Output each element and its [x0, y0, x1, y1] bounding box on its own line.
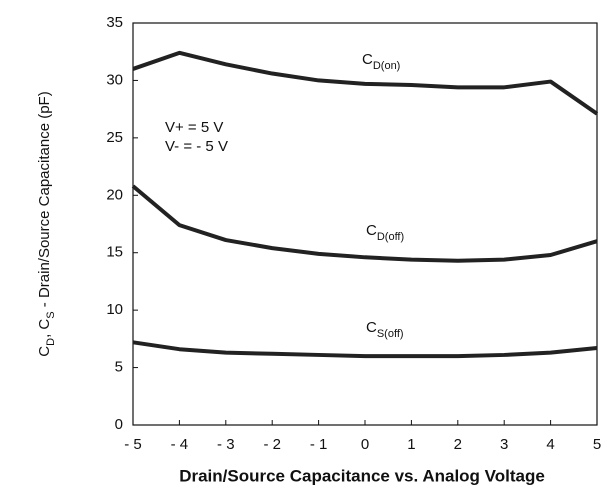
- series-line: [131, 184, 598, 263]
- y-tick-label: 15: [106, 244, 123, 261]
- series-label-name: C: [366, 319, 377, 336]
- series-label-sub: D(off): [377, 231, 404, 243]
- annotation: V+ = 5 V: [165, 119, 223, 136]
- x-tick-label: 1: [407, 436, 415, 453]
- y-tick-label: 20: [106, 186, 123, 203]
- x-tick-label: 3: [500, 436, 508, 453]
- x-tick-label: - 5: [124, 436, 142, 453]
- y-tick-label: 5: [115, 359, 123, 376]
- y-axis-label-part: C: [36, 346, 53, 357]
- series-label-name: C: [366, 222, 377, 239]
- y-axis-label-part: S: [45, 311, 57, 318]
- y-axis-label-part: D: [45, 338, 57, 346]
- chart-title: Drain/Source Capacitance vs. Analog Volt…: [179, 466, 545, 485]
- x-tick-label: 4: [546, 436, 554, 453]
- series-label: CD(off): [366, 222, 404, 243]
- x-tick-label: 2: [454, 436, 462, 453]
- y-axis-label-part: - Drain/Source Capacitance (pF): [36, 91, 53, 311]
- y-tick-label: 25: [106, 129, 123, 146]
- x-tick-label: - 2: [263, 436, 281, 453]
- series-label: CS(off): [366, 319, 404, 340]
- x-tick-label: - 3: [217, 436, 235, 453]
- x-tick-label: - 1: [310, 436, 328, 453]
- y-tick-label: 35: [106, 14, 123, 31]
- series-label-sub: S(off): [377, 328, 404, 340]
- x-tick-label: - 4: [171, 436, 189, 453]
- x-tick-label: 0: [361, 436, 369, 453]
- series-label-sub: D(on): [373, 60, 401, 72]
- series-line: [132, 50, 599, 116]
- y-axis-label: CD, CS - Drain/Source Capacitance (pF): [36, 91, 57, 356]
- y-tick-label: 30: [106, 71, 123, 88]
- series-label: CD(on): [362, 51, 400, 72]
- y-tick-label: 0: [115, 416, 123, 433]
- x-tick-label: 5: [593, 436, 601, 453]
- series-label-name: C: [362, 51, 373, 68]
- series-line: [132, 340, 598, 359]
- y-axis-label-part: , C: [36, 319, 53, 338]
- annotation: V- = - 5 V: [165, 138, 228, 155]
- y-tick-label: 10: [106, 301, 123, 318]
